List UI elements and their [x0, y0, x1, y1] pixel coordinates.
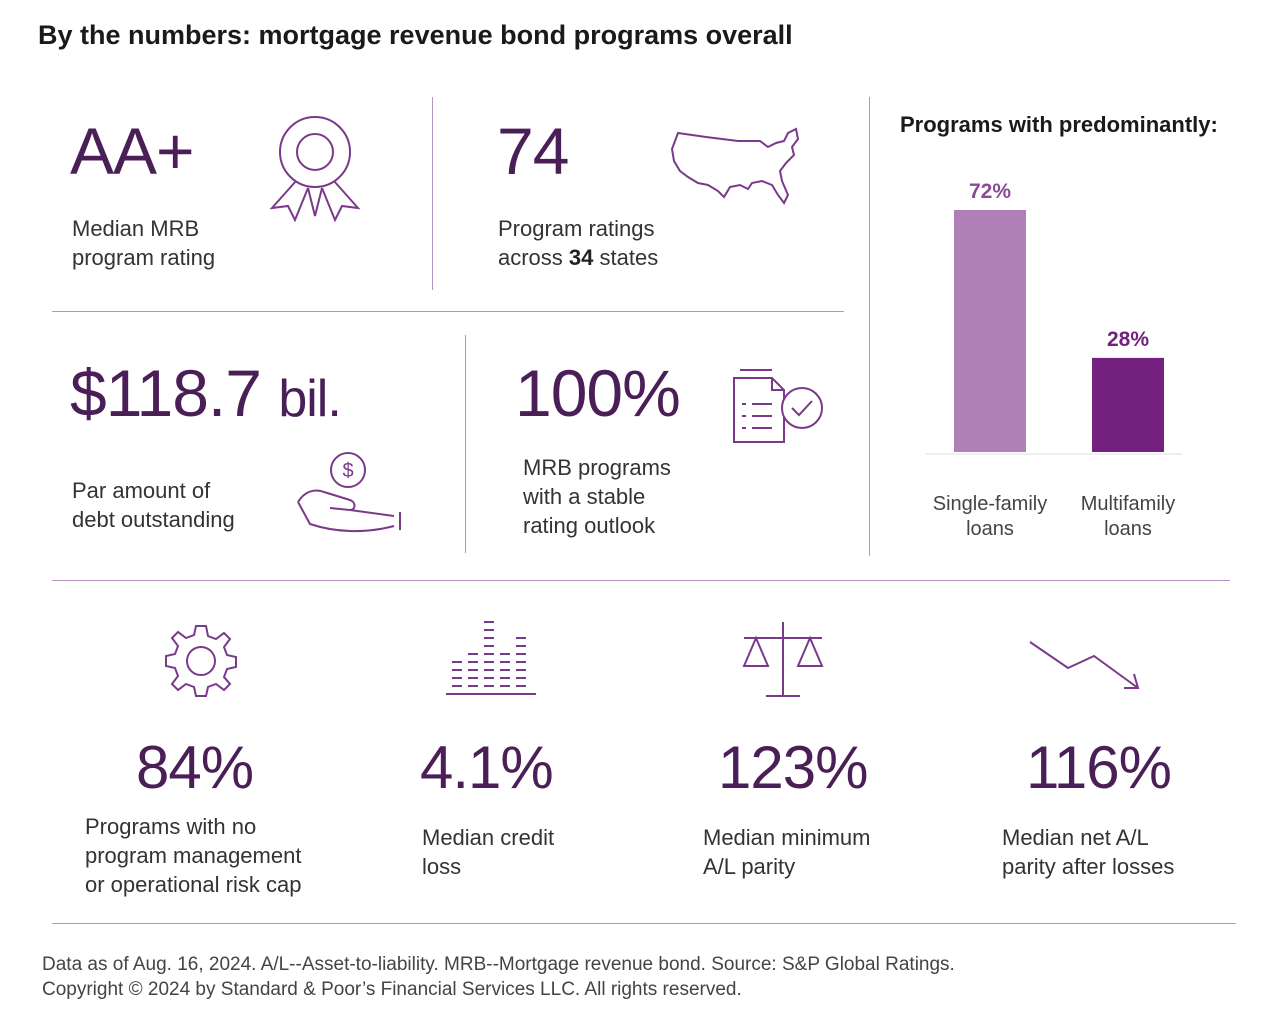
footer-copyright: Copyright © 2024 by Standard & Poor’s Fi…: [42, 979, 742, 1000]
category-label-0-0: Single-family: [933, 493, 1047, 515]
bar-value-label-1: 28%: [1107, 328, 1149, 351]
stat-stable-line2: with a stable: [523, 484, 646, 509]
divider-vertical-mid: [465, 335, 466, 553]
bar-graph-icon: [446, 621, 536, 695]
divider-vertical-top: [432, 97, 433, 290]
stat-par-line1: Par amount of: [72, 478, 211, 503]
page-title: By the numbers: mortgage revenue bond pr…: [38, 20, 793, 50]
chart-title: Programs with predominantly:: [900, 112, 1218, 137]
stat-ratings-count-line2: across 34 states: [498, 243, 658, 272]
hand-coin-icon: $: [297, 452, 401, 533]
footer-source: Data as of Aug. 16, 2024. A/L--Asset-to-…: [42, 954, 955, 975]
stat-ratings-count-states: 34: [568, 245, 594, 270]
bar-value-label-0: 72%: [969, 180, 1011, 203]
stat-min-parity-desc: Median minimum A/L parity: [703, 823, 871, 881]
stat-ratings-count-post: states: [593, 245, 659, 270]
stat-par-line2: debt outstanding: [72, 507, 235, 532]
stat-stable-line1: MRB programs: [523, 455, 671, 480]
stat-credit-loss-desc: Median credit loss: [422, 823, 554, 881]
category-label-1-1: loans: [1104, 518, 1152, 540]
stat-net-parity-line1: Median net A/L: [1002, 825, 1149, 850]
stat-credit-loss-line2: loss: [422, 854, 462, 879]
stat-no-cap-line2: program management: [85, 843, 302, 868]
stat-net-parity-value: 116%: [1026, 734, 1172, 801]
divider-horizontal-bottom: [52, 923, 1236, 924]
stat-min-parity-line1: Median minimum: [703, 825, 871, 850]
category-label-0-1: loans: [966, 518, 1014, 540]
stat-net-parity-desc: Median net A/L parity after losses: [1002, 823, 1174, 881]
category-label-1-0: Multifamily: [1081, 493, 1175, 515]
stat-par-value: $118.7 bil.: [70, 360, 342, 428]
stat-credit-loss-line1: Median credit: [422, 825, 555, 850]
trend-down-arrow-icon: [1029, 641, 1140, 689]
stat-credit-loss-value: 4.1%: [420, 734, 554, 801]
stat-no-cap-value: 84%: [136, 734, 254, 801]
divider-horizontal-lower: [52, 580, 1230, 581]
usa-map-icon: [670, 127, 800, 205]
stat-min-parity-value: 123%: [718, 734, 868, 801]
balance-scale-icon: [742, 622, 824, 697]
stat-ratings-count-line1: Program ratings: [498, 216, 655, 241]
gear-icon: [165, 625, 237, 697]
stat-stable-desc: MRB programs with a stable rating outloo…: [523, 453, 671, 540]
stat-min-parity-line2: A/L parity: [703, 854, 796, 879]
stat-ratings-count-value: 74: [497, 114, 569, 188]
footer: Data as of Aug. 16, 2024. A/L--Asset-to-…: [42, 952, 955, 1002]
divider-vertical-chart: [869, 97, 870, 556]
stat-ratings-count-pre: across: [498, 245, 569, 270]
bar-0: [954, 210, 1026, 452]
document-check-icon: [733, 369, 823, 443]
stat-par-desc: Par amount of debt outstanding: [72, 476, 235, 534]
divider-horizontal-mid: [52, 311, 844, 312]
stat-rating-desc: Median MRB program rating: [72, 214, 215, 272]
svg-text:$: $: [342, 460, 353, 482]
stat-par-unit: bil.: [278, 370, 341, 428]
stat-no-cap-line1: Programs with no: [85, 814, 257, 839]
stat-rating-line2: program rating: [72, 245, 216, 270]
stat-rating-value: AA+: [70, 114, 195, 188]
award-ribbon-icon: [269, 116, 361, 222]
stat-rating-line1: Median MRB: [72, 216, 200, 241]
stat-no-cap-desc: Programs with no program management or o…: [85, 812, 301, 899]
stat-net-parity-line2: parity after losses: [1002, 854, 1175, 879]
stat-stable-line3: rating outlook: [523, 513, 656, 538]
stat-stable-value: 100%: [515, 356, 681, 430]
bar-chart: 72% Single-family loans 28% Multifamily loans: [926, 180, 1182, 540]
stat-no-cap-line3: or operational risk cap: [85, 872, 302, 897]
stat-par-amount: $118.7: [70, 356, 262, 430]
stat-ratings-count-desc: Program ratings across 34 states: [498, 214, 658, 272]
bar-1: [1092, 357, 1164, 452]
